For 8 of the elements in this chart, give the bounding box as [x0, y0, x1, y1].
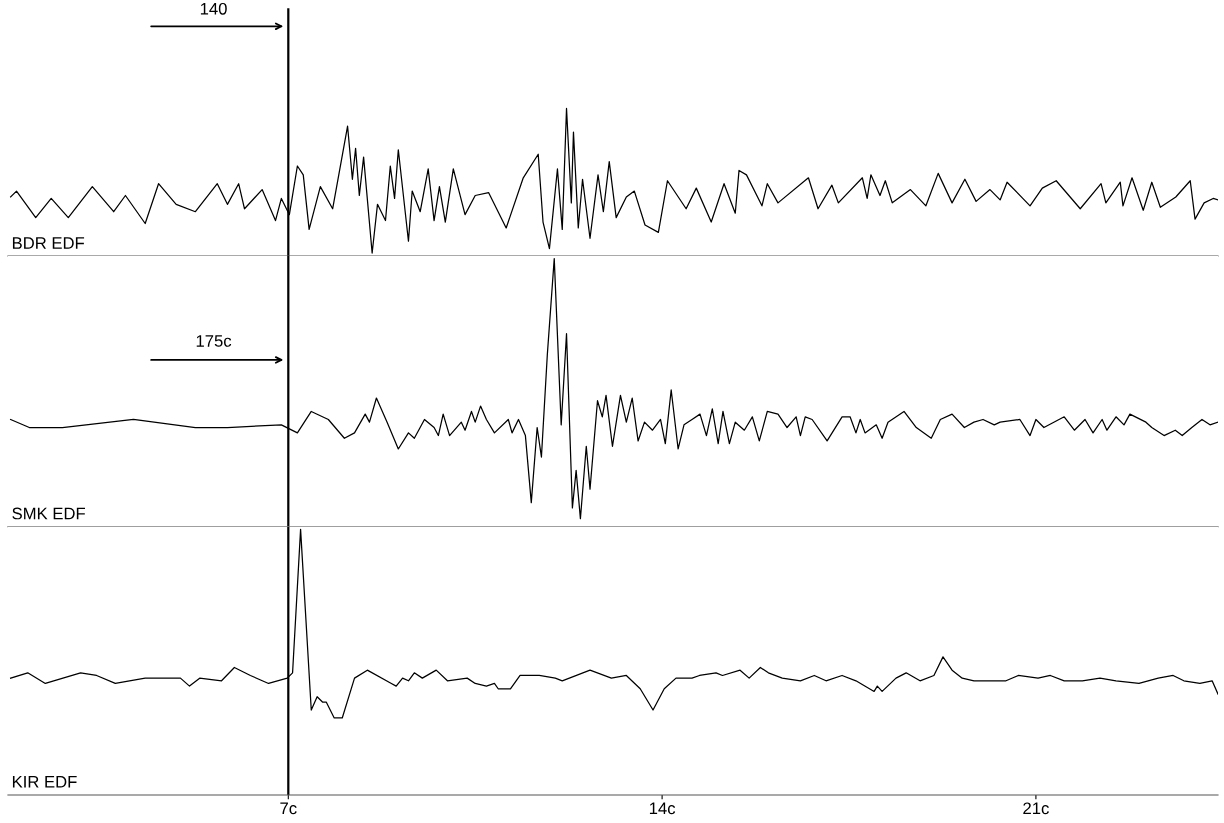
x-tick-label: 21c	[1023, 802, 1049, 815]
x-tick-label: 14c	[649, 802, 676, 815]
annotation: 175c	[196, 335, 232, 347]
series-label: BDR EDF	[12, 237, 85, 249]
text: KIR EDF	[12, 776, 77, 788]
x-tick-label: 7c	[280, 802, 297, 815]
text: 140	[200, 2, 227, 15]
text: SMK EDF	[12, 507, 85, 520]
